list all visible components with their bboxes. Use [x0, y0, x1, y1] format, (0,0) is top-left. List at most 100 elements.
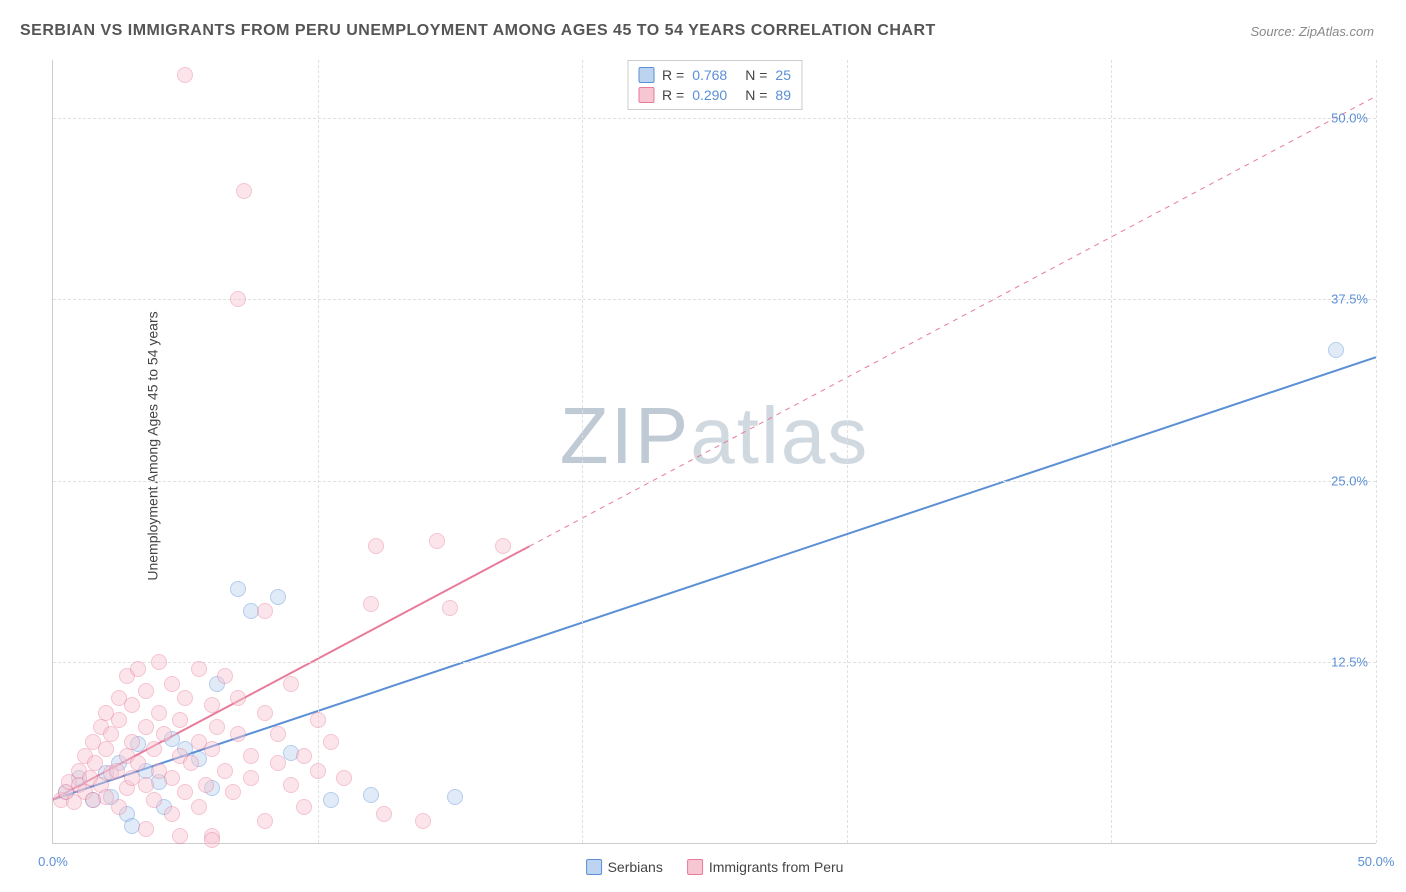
source-label: Source: ZipAtlas.com [1250, 24, 1374, 39]
legend-label: Serbians [608, 859, 663, 875]
scatter-point [415, 813, 431, 829]
scatter-point [270, 589, 286, 605]
grid-line [1376, 60, 1377, 843]
legend-swatch [638, 87, 654, 103]
scatter-point [111, 799, 127, 815]
scatter-point [164, 676, 180, 692]
scatter-point [447, 789, 463, 805]
scatter-point [270, 726, 286, 742]
scatter-point [230, 291, 246, 307]
scatter-point [230, 690, 246, 706]
scatter-point [87, 755, 103, 771]
trend-lines [53, 60, 1376, 843]
grid-line [582, 60, 583, 843]
legend-n-label: N = [745, 67, 767, 83]
scatter-point [363, 787, 379, 803]
scatter-point [283, 676, 299, 692]
scatter-point [368, 538, 384, 554]
scatter-point [177, 784, 193, 800]
legend-row: R = 0.768 N = 25 [638, 65, 791, 85]
scatter-point [336, 770, 352, 786]
scatter-point [257, 813, 273, 829]
scatter-point [183, 755, 199, 771]
scatter-point [198, 777, 214, 793]
y-tick-label: 50.0% [1331, 111, 1368, 126]
y-tick-label: 12.5% [1331, 654, 1368, 669]
legend-n-value: 25 [775, 67, 791, 83]
chart-title: SERBIAN VS IMMIGRANTS FROM PERU UNEMPLOY… [20, 22, 936, 40]
scatter-point [130, 755, 146, 771]
scatter-point [243, 748, 259, 764]
scatter-point [1328, 342, 1344, 358]
scatter-point [191, 799, 207, 815]
legend-swatch [638, 67, 654, 83]
scatter-point [270, 755, 286, 771]
grid-line [53, 118, 1376, 119]
scatter-point [156, 726, 172, 742]
scatter-point [124, 734, 140, 750]
y-tick-label: 37.5% [1331, 292, 1368, 307]
grid-line [1111, 60, 1112, 843]
scatter-point [103, 726, 119, 742]
legend-n-label: N = [745, 87, 767, 103]
scatter-point [124, 697, 140, 713]
scatter-point [310, 712, 326, 728]
scatter-point [138, 719, 154, 735]
legend-item: Immigrants from Peru [687, 859, 844, 875]
legend-swatch [586, 859, 602, 875]
scatter-point [230, 581, 246, 597]
x-tick-label: 0.0% [38, 854, 68, 869]
y-tick-label: 25.0% [1331, 473, 1368, 488]
scatter-point [236, 183, 252, 199]
scatter-point [172, 712, 188, 728]
scatter-point [138, 777, 154, 793]
scatter-point [151, 654, 167, 670]
legend-r-value: 0.768 [692, 67, 727, 83]
scatter-point [230, 726, 246, 742]
scatter-point [177, 67, 193, 83]
watermark: ZIPatlas [560, 390, 869, 482]
correlation-legend: R = 0.768 N = 25 R = 0.290 N = 89 [627, 60, 802, 110]
legend-n-value: 89 [775, 87, 791, 103]
scatter-point [376, 806, 392, 822]
legend-r-label: R = [662, 87, 684, 103]
scatter-point [283, 777, 299, 793]
scatter-point [172, 828, 188, 844]
scatter-point [164, 770, 180, 786]
legend-r-label: R = [662, 67, 684, 83]
scatter-point [310, 763, 326, 779]
legend-r-value: 0.290 [692, 87, 727, 103]
scatter-point [323, 792, 339, 808]
scatter-point [204, 832, 220, 848]
scatter-point [191, 661, 207, 677]
scatter-point [204, 697, 220, 713]
scatter-point [429, 533, 445, 549]
legend-swatch [687, 859, 703, 875]
scatter-point [442, 600, 458, 616]
scatter-point [243, 770, 259, 786]
scatter-point [130, 661, 146, 677]
scatter-point [363, 596, 379, 612]
scatter-point [217, 668, 233, 684]
grid-line [53, 299, 1376, 300]
chart-container: SERBIAN VS IMMIGRANTS FROM PERU UNEMPLOY… [0, 0, 1406, 892]
scatter-point [138, 821, 154, 837]
series-legend: Serbians Immigrants from Peru [586, 859, 844, 875]
scatter-point [151, 705, 167, 721]
scatter-point [138, 683, 154, 699]
grid-line [53, 481, 1376, 482]
x-tick-label: 50.0% [1358, 854, 1395, 869]
plot-area: ZIPatlas R = 0.768 N = 25 R = 0.290 N = … [52, 60, 1376, 844]
scatter-point [177, 690, 193, 706]
grid-line [53, 662, 1376, 663]
scatter-point [204, 741, 220, 757]
scatter-point [164, 806, 180, 822]
scatter-point [146, 741, 162, 757]
legend-label: Immigrants from Peru [709, 859, 844, 875]
scatter-point [225, 784, 241, 800]
scatter-point [146, 792, 162, 808]
scatter-point [495, 538, 511, 554]
scatter-point [209, 719, 225, 735]
scatter-point [109, 763, 125, 779]
scatter-point [257, 705, 273, 721]
